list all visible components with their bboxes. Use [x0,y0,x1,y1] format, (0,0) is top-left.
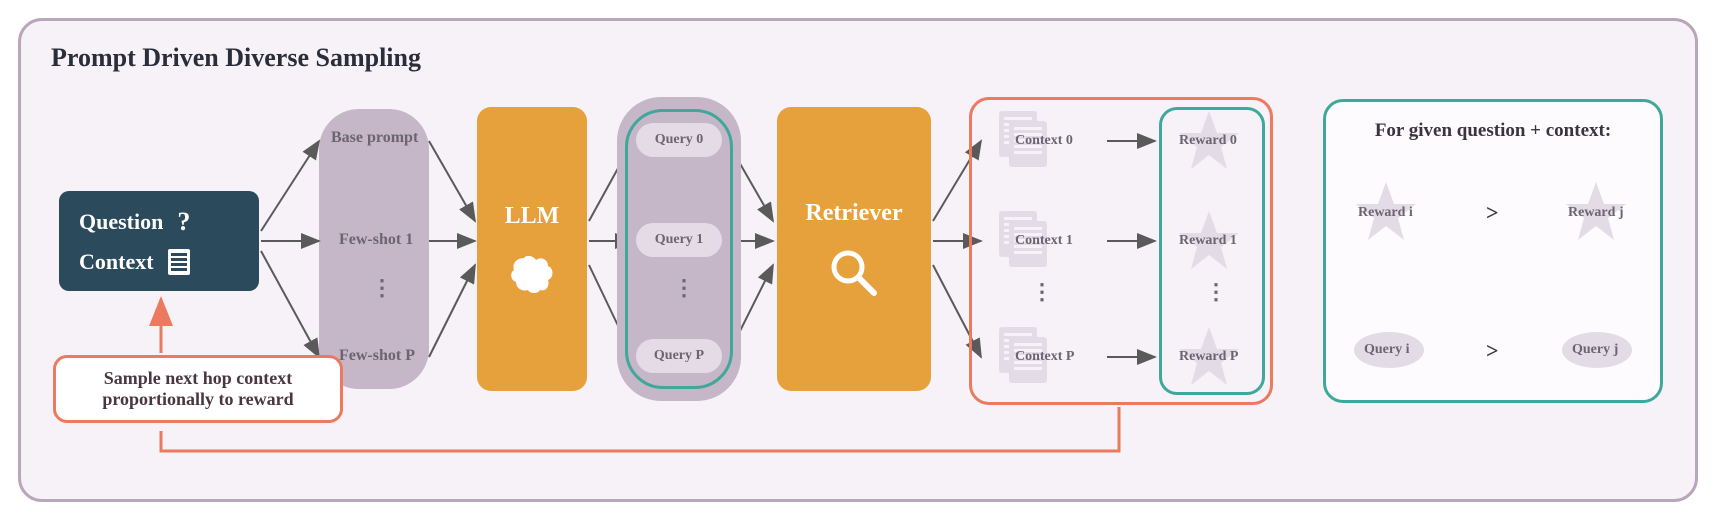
query-0-pill: Query 0 [636,123,722,157]
brain-icon [508,254,556,296]
sample-note-box: Sample next hop context proportionally t… [53,355,343,423]
query-1-pill: Query 1 [636,223,722,257]
llm-label: LLM [505,203,560,230]
context-1-label: Context 1 [1015,233,1073,249]
query-i-label: Query i [1364,342,1410,358]
preference-panel: For given question + context: Reward i >… [1323,99,1663,403]
query-0-label: Query 0 [655,132,704,148]
query-1-label: Query 1 [655,232,704,248]
queries-vdots: ⋮ [673,283,695,293]
llm-box: LLM [477,107,587,391]
contexts-vdots: ⋮ [1031,287,1053,297]
context-p-label: Context P [1015,349,1075,365]
context-0-label: Context 0 [1015,133,1073,149]
query-p-pill: Query P [636,339,722,373]
reward-1-label: Reward 1 [1179,233,1237,249]
magnifier-icon [828,247,880,299]
rewards-vdots: ⋮ [1205,287,1227,297]
retriever-label: Retriever [805,200,902,227]
sample-note-text: Sample next hop context proportionally t… [68,368,328,410]
diagram-container: Prompt Driven Diverse Sampling Question … [18,18,1698,502]
query-j-label: Query j [1572,342,1618,358]
reward-i-label: Reward i [1358,205,1413,221]
gt-symbol-1: > [1486,200,1499,226]
retriever-box: Retriever [777,107,931,391]
reward-p-label: Reward P [1179,349,1239,365]
reward-0-label: Reward 0 [1179,133,1237,149]
gt-symbol-2: > [1486,338,1499,364]
reward-j-label: Reward j [1568,205,1624,221]
preference-title: For given question + context: [1326,120,1660,142]
query-p-label: Query P [654,348,704,364]
